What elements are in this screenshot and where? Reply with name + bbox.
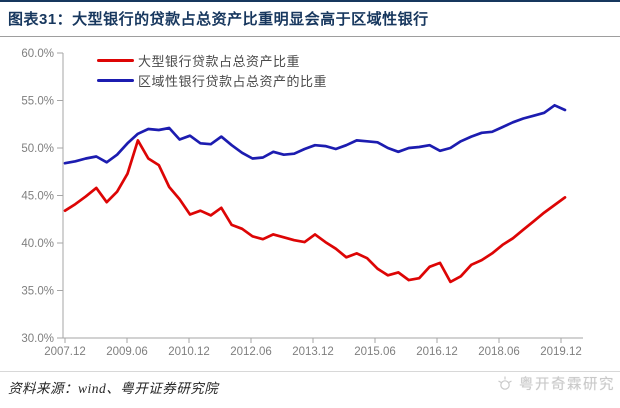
figure-header: 图表31：大型银行的贷款占总资产比重明显会高于区域性银行 (0, 0, 620, 37)
legend-label: 区域性银行贷款占总资产的比重 (138, 74, 328, 90)
legend-item-regional-banks: 区域性银行贷款占总资产的比重 (97, 70, 327, 90)
x-tick-label: 2019.12 (540, 346, 582, 358)
x-tick-label: 2009.06 (106, 346, 148, 358)
footer-divider (0, 371, 620, 372)
regional-banks-line (63, 103, 567, 165)
x-tick-label: 2013.12 (292, 346, 334, 358)
large-banks-line (63, 139, 567, 284)
x-tick-label: 2016.12 (416, 346, 458, 358)
y-tick-label: 55.0% (21, 96, 54, 108)
figure-title: 图表31：大型银行的贷款占总资产比重明显会高于区域性银行 (8, 11, 429, 28)
legend-swatch-blue-line (97, 78, 134, 82)
x-tick-label: 2010.12 (168, 346, 210, 358)
legend-label: 大型银行贷款占总资产比重 (138, 54, 301, 70)
legend-swatch-red-line (97, 58, 134, 62)
source-note: 资料来源：wind、粤开证券研究院 (8, 381, 219, 396)
y-tick-label: 35.0% (21, 286, 54, 298)
y-tick-label: 30.0% (21, 333, 54, 345)
chart-area: 60.0% 55.0% 50.0% 45.0% 40.0% 35.0% 30.0% 2007.… (0, 40, 620, 366)
watermark-logo-icon (498, 376, 512, 390)
y-tick-label: 40.0% (21, 238, 54, 250)
watermark: 粤开奇霖研究 (496, 373, 615, 394)
y-tick-label: 50.0% (21, 143, 54, 155)
y-tick-label: 60.0% (21, 48, 54, 60)
x-tick-label: 2012.06 (230, 346, 272, 358)
y-tick-label: 45.0% (21, 191, 54, 203)
chart-svg: 60.0% 55.0% 50.0% 45.0% 40.0% 35.0% 30.0%2007.… (21, 48, 583, 358)
watermark-text: 粤开奇霖研究 (519, 377, 615, 393)
x-tick-label: 2018.06 (478, 346, 520, 358)
x-tick-label: 2007.12 (44, 346, 86, 358)
x-tick-label: 2015.06 (354, 346, 396, 358)
chart-legend: 大型银行贷款占总资产比重 区域性银行贷款占总资产的比重 (97, 50, 327, 90)
legend-item-large-banks: 大型银行贷款占总资产比重 (97, 50, 327, 70)
